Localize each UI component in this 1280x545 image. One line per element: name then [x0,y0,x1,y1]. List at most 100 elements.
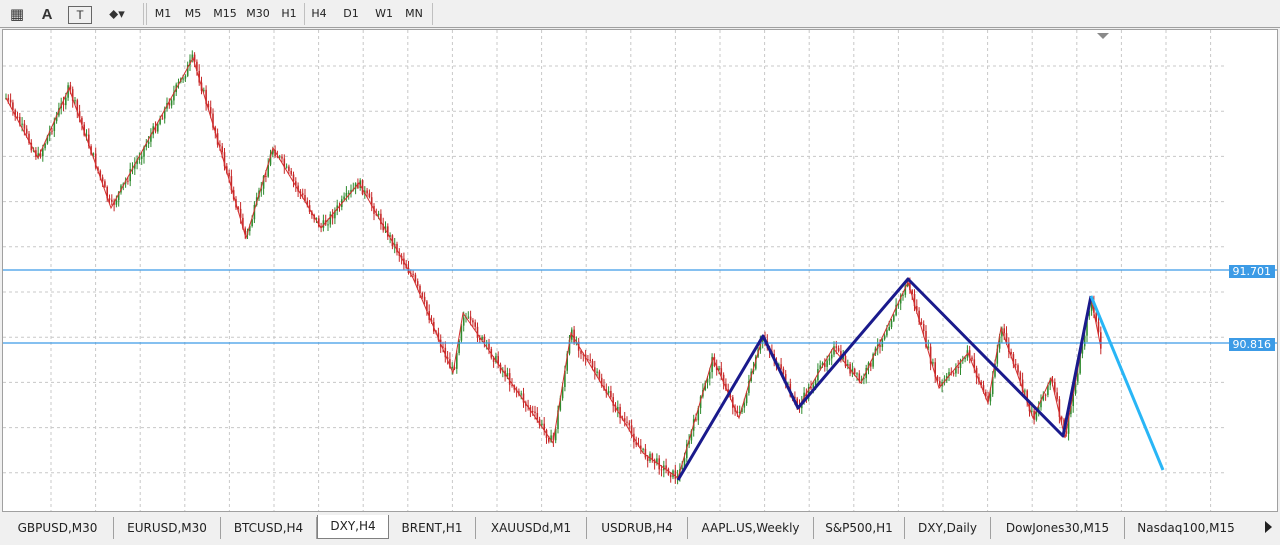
candle-body [239,208,242,218]
candle-body [594,367,596,373]
tab-xauusdd-m1[interactable]: XAUUSDd,M1 [476,517,587,539]
candle-body [736,411,739,413]
candle-body [656,458,658,464]
candle-body [384,226,387,231]
timeframe-mn-button[interactable]: MN [405,7,423,20]
tab-dxy-h4[interactable]: DXY,H4 [317,515,389,539]
candle-body [228,172,230,177]
horizontal-lines[interactable] [3,269,1277,344]
candle-body [847,364,849,367]
candle-body [297,185,299,192]
candle-body [630,425,633,434]
candle-body [207,103,210,108]
candle-body [306,200,309,206]
price-chart-canvas[interactable] [3,30,1277,511]
timeframe-m30-button[interactable]: M30 [246,7,270,20]
timeframe-w1-button[interactable]: W1 [375,7,393,20]
candle-body [476,326,479,338]
candle-body [370,197,373,206]
candle-body [729,395,732,398]
text-icon[interactable]: A [41,5,53,23]
candle-body [1088,310,1091,316]
shapes-icon[interactable]: ⬥▾ [109,6,125,21]
timeframe-m1-button[interactable]: M1 [154,7,172,20]
candle-body [442,346,444,348]
candle-body [865,367,867,379]
tabs-scroll-right-icon[interactable] [1265,521,1272,533]
candle-body [709,372,711,379]
candle-body [111,199,113,202]
candle-body [44,143,46,149]
candle-body [19,116,21,125]
candle-body [1024,390,1026,392]
candle-body [863,378,865,380]
candle-body [743,403,746,408]
candle-body [315,218,318,220]
tab-nasdaq100-m15[interactable]: Nasdaq100,M15 [1137,521,1235,535]
candle-body [690,430,693,441]
pattern-drawing[interactable] [676,277,1165,481]
candle-body [1100,332,1102,349]
candle-body [794,396,796,399]
candle-body [1070,406,1072,415]
candle-body [1086,315,1088,336]
candle-body [154,126,157,132]
candle-body [391,235,394,247]
candle-body [589,359,591,362]
tab-dxy-daily[interactable]: DXY,Daily [905,517,991,539]
tab-sp500-h1[interactable]: S&P500,H1 [814,517,905,539]
text-label-icon[interactable]: T [68,6,92,24]
candle-body [78,111,81,118]
candle-body [1093,301,1095,313]
timeframe-m5-button[interactable]: M5 [184,7,202,20]
timeframe-h4-button[interactable]: H4 [311,7,327,20]
tab-brent-h1[interactable]: BRENT,H1 [389,517,476,539]
candle-body [168,102,171,106]
candle-body [918,310,920,322]
candle-body [382,224,384,231]
candle-body [28,133,30,143]
tab-usdrub-h4[interactable]: USDRUB,H4 [587,517,688,539]
candle-body [495,356,497,362]
timeframe-h1-button[interactable]: H1 [281,7,297,20]
candle-body [975,367,978,378]
candle-body [697,408,700,421]
candle-body [1040,400,1042,408]
candle-body [973,359,976,368]
candle-body [416,281,419,286]
candle-body [814,380,817,385]
candle-body [899,295,902,304]
candle-body [492,357,495,362]
candle-body [968,350,971,358]
tab-btcusd-h4[interactable]: BTCUSD,H4 [221,517,317,539]
timeframe-m15-button[interactable]: M15 [213,7,237,20]
timeframe-d1-button[interactable]: D1 [343,7,359,20]
candle-body [580,350,582,354]
candle-body [191,54,194,60]
candle-body [469,316,472,321]
candle-body [396,243,398,253]
candle-body [936,376,939,381]
tab-gbpusd-m30[interactable]: GBPUSD,M30 [2,517,114,539]
candle-body [51,130,53,132]
candle-body [230,176,233,191]
candle-body [67,85,69,98]
price-label-lower: 90.816 [1228,338,1275,351]
tab-dowjones30-m15[interactable]: DowJones30,M15 [991,517,1125,539]
candle-body [108,198,111,200]
candle-body [205,89,207,104]
candle-body [451,367,453,369]
tab-aapl-us-weekly[interactable]: AAPL.US,Weekly [688,517,814,539]
crosshair-icon[interactable]: ▦ [9,6,25,23]
tab-eurusd-m30[interactable]: EURUSD,M30 [114,517,221,539]
candle-body [989,394,992,402]
chart-shift-marker-icon[interactable] [1097,33,1109,39]
candle-body [674,470,677,479]
candle-body [318,218,320,227]
candle-body [423,296,426,302]
candle-body [456,353,458,369]
candle-body [681,467,683,470]
toolbar-separator [143,3,144,25]
candle-body [895,304,897,316]
price-chart[interactable]: 91.701 90.816 [2,29,1278,512]
